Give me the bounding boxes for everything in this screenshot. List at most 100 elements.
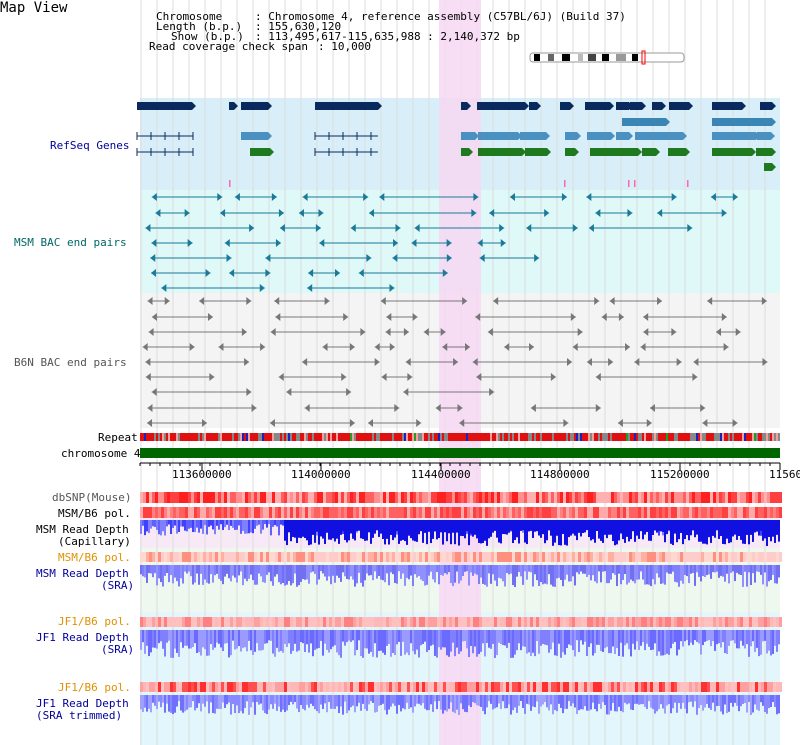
heat-cell [650, 552, 653, 562]
depth-bar [452, 630, 454, 643]
heat-cell [386, 552, 389, 562]
show-label: Show (b.p.) [171, 30, 244, 43]
heat-cell [281, 507, 284, 518]
depth-bar [242, 695, 244, 714]
heat-cell [503, 492, 506, 503]
depth-bar [666, 630, 668, 654]
track-label-refseq[interactable]: RefSeq Genes [50, 139, 130, 152]
gene-block [520, 132, 546, 140]
heat-cell [278, 617, 281, 627]
heat-cell [512, 507, 515, 518]
depth-bar [216, 565, 218, 574]
bac-end [367, 419, 373, 427]
heat-cell [764, 617, 767, 627]
depth-bar [436, 695, 438, 710]
heat-cell [476, 617, 479, 627]
depth-bar [658, 695, 660, 710]
depth-bar [368, 520, 370, 533]
depth-bar [344, 630, 346, 646]
depth-bar [398, 565, 400, 572]
depth-bar [318, 520, 320, 545]
depth-bar [542, 695, 544, 705]
depth-bar [370, 565, 372, 576]
heat-cell [515, 682, 518, 692]
heat-cell [215, 617, 218, 627]
depth-bar [332, 695, 334, 709]
heat-cell [209, 507, 212, 518]
depth-bar [546, 630, 548, 646]
depth-bar [760, 520, 762, 531]
depth-bar [246, 630, 248, 652]
depth-bar [266, 695, 268, 715]
track-label-msm-bac[interactable]: MSM BAC end pairs [14, 236, 127, 249]
depth-bar [464, 520, 466, 539]
depth-bar [736, 695, 738, 706]
heat-cell [302, 682, 305, 692]
depth-bar [206, 565, 208, 583]
repeat-segment [758, 433, 760, 441]
heat-cell [593, 507, 596, 518]
depth-bar [292, 520, 294, 537]
depth-bar [478, 630, 480, 654]
repeat-segment [606, 433, 608, 441]
heat-cell [530, 507, 533, 518]
depth-bar [486, 520, 488, 546]
bac-end [735, 328, 741, 336]
heat-cell [251, 682, 254, 692]
repeat-segment [770, 433, 772, 441]
gene-block [560, 102, 570, 110]
depth-bar [488, 630, 490, 648]
heat-cell [464, 682, 467, 692]
heat-cell [626, 617, 629, 627]
depth-bar [466, 520, 468, 532]
heat-cell [167, 492, 170, 503]
depth-bar [706, 630, 708, 641]
depth-bar [604, 630, 606, 649]
depth-bar [426, 695, 428, 711]
depth-bar [648, 630, 650, 647]
repeat-segment [436, 433, 438, 441]
heat-cell [239, 492, 242, 503]
repeat-segment [706, 433, 708, 441]
depth-bar [442, 520, 444, 545]
depth-bar [604, 520, 606, 535]
repeat-segment [376, 433, 378, 441]
heat-cell [152, 552, 155, 562]
depth-bar [200, 520, 202, 529]
heat-cell [725, 617, 728, 627]
depth-bar [318, 695, 320, 714]
repeat-segment [194, 433, 196, 441]
depth-bar [720, 695, 722, 712]
heat-cell [638, 507, 641, 518]
repeat-segment [224, 433, 226, 441]
heat-cell [470, 617, 473, 627]
repeat-segment [748, 433, 750, 441]
repeat-segment [760, 433, 762, 441]
repeat-segment [364, 433, 366, 441]
repeat-segment [520, 433, 522, 441]
depth-bar [406, 565, 408, 579]
depth-bar [238, 520, 240, 526]
depth-bar [418, 695, 420, 704]
gene-block [760, 102, 772, 110]
depth-bar [306, 630, 308, 645]
depth-bar [408, 695, 410, 709]
heat-cell [293, 682, 296, 692]
depth-bar [140, 565, 142, 575]
bac-end [563, 419, 569, 427]
heat-cell [587, 492, 590, 503]
depth-bar [278, 520, 280, 536]
track-label-jf1-depth: JF1 Read Depth [36, 631, 129, 644]
repeat-segment [496, 433, 498, 441]
depth-bar [318, 565, 320, 580]
depth-bar [376, 630, 378, 658]
heat-cell [692, 507, 695, 518]
heat-cell [761, 552, 764, 562]
depth-bar [760, 565, 762, 575]
depth-bar [450, 565, 452, 584]
depth-bar [332, 520, 334, 539]
track-label-b6n-bac[interactable]: B6N BAC end pairs [14, 356, 127, 369]
heat-cell [380, 552, 383, 562]
repeat-segment [174, 433, 176, 441]
